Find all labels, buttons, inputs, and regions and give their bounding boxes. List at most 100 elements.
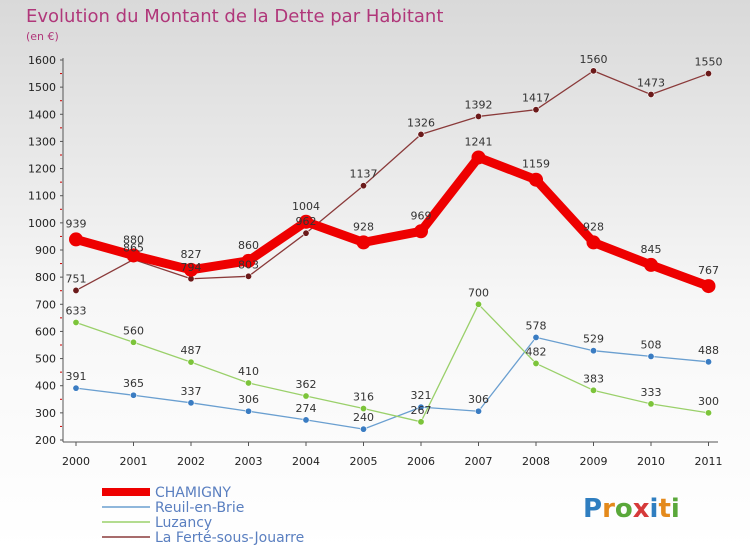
data-label-la-fert-sous-jouarre: 865: [123, 242, 144, 255]
series-layer: [69, 67, 716, 433]
data-point-la-fert-sous-jouarre: [72, 286, 80, 294]
legend-label-la-fert-sous-jouarre: La Ferté-sous-Jouarre: [155, 530, 304, 546]
data-label-chamigny: 880: [123, 233, 144, 246]
data-label-chamigny: 1004: [292, 200, 320, 213]
y-minor-tick: [60, 208, 62, 210]
data-point-la-fert-sous-jouarre: [417, 130, 425, 138]
data-point-reuil-en-brie: [302, 416, 310, 424]
data-point-luzancy: [417, 418, 425, 426]
x-tick-label: 2006: [407, 455, 435, 468]
data-label-reuil-en-brie: 240: [353, 411, 374, 424]
data-label-reuil-en-brie: 306: [238, 393, 259, 406]
data-point-luzancy: [72, 318, 80, 326]
data-point-la-fert-sous-jouarre: [589, 67, 597, 75]
data-point-la-fert-sous-jouarre: [532, 106, 540, 114]
data-point-reuil-en-brie: [704, 358, 712, 366]
data-label-luzancy: 300: [698, 395, 719, 408]
y-tick-label: 1200: [28, 163, 56, 176]
data-point-chamigny: [586, 235, 601, 250]
data-label-reuil-en-brie: 508: [641, 338, 662, 351]
legend-label-luzancy: Luzancy: [155, 515, 212, 531]
data-label-chamigny: 939: [66, 217, 87, 230]
data-point-chamigny: [701, 279, 716, 294]
data-label-la-fert-sous-jouarre: 1137: [350, 168, 378, 181]
data-point-reuil-en-brie: [589, 347, 597, 355]
data-label-luzancy: 362: [296, 378, 317, 391]
data-label-chamigny: 767: [698, 264, 719, 277]
data-point-chamigny: [299, 214, 313, 229]
x-tick-label: 2001: [120, 455, 148, 468]
data-label-luzancy: 410: [238, 365, 259, 378]
data-point-chamigny: [529, 172, 543, 187]
data-label-reuil-en-brie: 488: [698, 344, 719, 357]
data-point-chamigny: [69, 232, 83, 247]
data-point-chamigny: [644, 257, 658, 272]
data-point-la-fert-sous-jouarre: [245, 272, 253, 280]
y-tick-label: 800: [35, 271, 56, 284]
y-minor-tick: [60, 344, 62, 346]
y-minor-tick: [60, 425, 62, 427]
data-label-la-fert-sous-jouarre: 1417: [522, 92, 550, 105]
data-label-reuil-en-brie: 274: [296, 402, 317, 415]
y-tick-label: 1400: [28, 108, 56, 121]
data-point-la-fert-sous-jouarre: [359, 182, 367, 190]
x-tick-label: 2008: [522, 455, 550, 468]
y-minor-tick: [60, 127, 62, 129]
data-point-chamigny: [414, 224, 428, 239]
data-label-reuil-en-brie: 529: [583, 333, 604, 346]
data-point-luzancy: [302, 392, 310, 400]
y-minor-tick: [60, 317, 62, 319]
y-tick-label: 1500: [28, 81, 56, 94]
data-point-chamigny: [126, 248, 141, 263]
data-point-luzancy: [647, 400, 655, 408]
data-label-la-fert-sous-jouarre: 803: [238, 258, 259, 271]
y-tick-label: 300: [35, 407, 56, 420]
data-point-luzancy: [130, 338, 138, 346]
y-tick-label: 400: [35, 380, 56, 393]
chart-subtitle: (en €): [26, 30, 59, 43]
x-tick-label: 2009: [580, 455, 608, 468]
data-point-chamigny: [241, 253, 256, 268]
data-point-reuil-en-brie: [72, 384, 80, 392]
data-label-chamigny: 827: [181, 248, 202, 261]
y-tick-label: 1000: [28, 217, 56, 230]
y-minor-tick: [60, 154, 62, 156]
data-label-luzancy: 560: [123, 324, 144, 337]
data-label-chamigny: 928: [353, 220, 374, 233]
data-label-reuil-en-brie: 337: [181, 385, 202, 398]
series-line-luzancy: [75, 303, 710, 423]
x-tick-label: 2011: [695, 455, 723, 468]
data-label-reuil-en-brie: 391: [66, 370, 87, 383]
series-line-chamigny: [71, 152, 713, 291]
data-label-la-fert-sous-jouarre: 1326: [407, 116, 435, 129]
y-minor-tick: [60, 263, 62, 265]
y-tick-label: 200: [35, 434, 56, 447]
data-label-chamigny: 845: [641, 243, 662, 256]
data-point-reuil-en-brie: [359, 425, 367, 433]
data-label-la-fert-sous-jouarre: 1560: [580, 53, 608, 66]
data-point-reuil-en-brie: [130, 391, 138, 399]
data-point-luzancy: [187, 358, 195, 366]
x-tick-label: 2002: [177, 455, 205, 468]
y-tick-label: 700: [35, 298, 56, 311]
y-minor-tick: [60, 371, 62, 373]
data-label-la-fert-sous-jouarre: 1473: [637, 76, 665, 89]
data-point-chamigny: [471, 150, 486, 165]
data-label-la-fert-sous-jouarre: 1392: [465, 98, 493, 111]
data-label-reuil-en-brie: 321: [411, 389, 432, 402]
y-minor-tick: [60, 181, 62, 183]
data-label-luzancy: 383: [583, 372, 604, 385]
data-point-luzancy: [704, 409, 712, 417]
data-point-la-fert-sous-jouarre: [302, 229, 310, 237]
series-line-reuil-en-brie: [75, 336, 710, 430]
data-label-chamigny: 1159: [522, 158, 550, 171]
x-tick-label: 2007: [465, 455, 493, 468]
y-tick-label: 900: [35, 244, 56, 257]
data-label-chamigny: 969: [411, 209, 432, 222]
data-point-luzancy: [359, 405, 367, 413]
data-label-la-fert-sous-jouarre: 1550: [695, 56, 723, 69]
data-label-la-fert-sous-jouarre: 962: [296, 215, 317, 228]
data-point-chamigny: [356, 235, 371, 250]
